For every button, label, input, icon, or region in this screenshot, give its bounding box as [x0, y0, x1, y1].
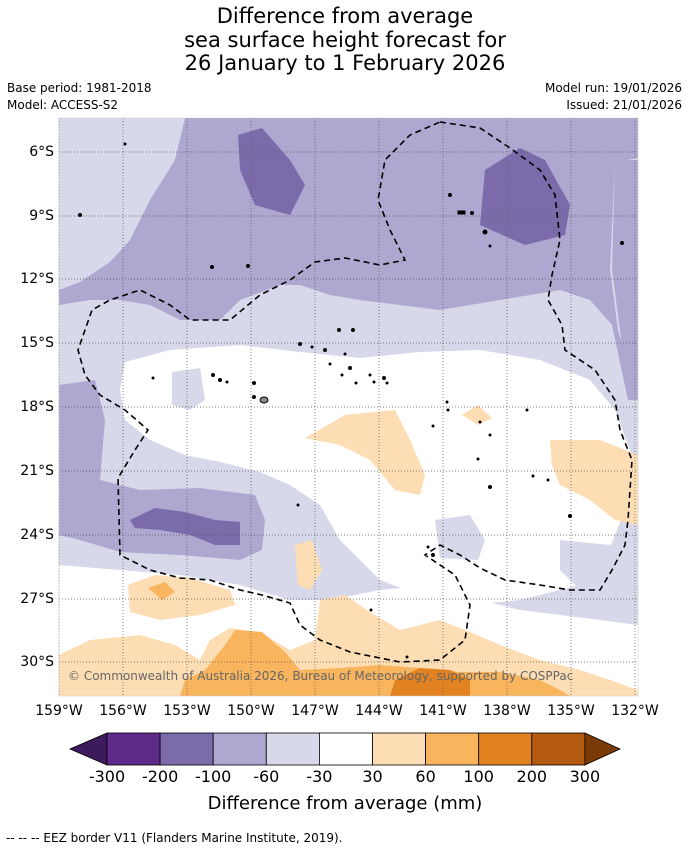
colorbar-extend-low [68, 732, 108, 766]
colorbar-segment [531, 732, 586, 766]
latitude-label: 27°S [20, 591, 54, 607]
anomaly-region-neg-200-north [238, 128, 305, 215]
islands [78, 142, 624, 659]
colorbar-tick-label: -60 [253, 767, 280, 786]
latitude-label: 6°S [29, 144, 54, 160]
longitude-label: 141°W [419, 703, 467, 719]
latitude-label: 30°S [20, 654, 54, 670]
colorbar-tick-label: -100 [195, 767, 232, 786]
anomaly-region-neg-30-small [172, 368, 205, 410]
anomaly-region-pos-60-southwest [148, 582, 175, 600]
issued-date: Issued: 21/01/2026 [566, 98, 682, 112]
anomaly-region-neg-100-west [59, 380, 265, 560]
colorbar-tick-label: 100 [463, 767, 494, 786]
longitude-label: 135°W [547, 703, 595, 719]
longitude-label: 159°W [35, 703, 83, 719]
anomaly-region-pos-30-central [305, 410, 425, 495]
longitude-label: 138°W [483, 703, 531, 719]
map-frame [58, 117, 639, 697]
anomaly-region-neg-30-east [560, 540, 630, 590]
colorbar-segment [106, 732, 161, 766]
longitude-label: 132°W [611, 703, 659, 719]
colorbar-segment [425, 732, 480, 766]
colorbar-segment [159, 732, 214, 766]
colorbar-tick-label: -30 [306, 767, 333, 786]
anomaly-field [59, 118, 638, 696]
eez-legend-text: -- -- -- EEZ border V11 (Flanders Marine… [6, 831, 343, 845]
colorbar-segment [318, 732, 373, 766]
anomaly-region-neg-200-northeast [480, 148, 570, 245]
title-line-3: 26 January to 1 February 2026 [184, 51, 506, 75]
anomaly-region-neg-200-west [130, 508, 240, 545]
colorbar [68, 732, 621, 766]
eez-border [77, 121, 633, 663]
colorbar-tick-label: 300 [569, 767, 601, 786]
longitude-label: 144°W [355, 703, 403, 719]
anomaly-region-pos-30-east [550, 440, 638, 525]
title-line-2: sea surface height forecast for [184, 28, 506, 52]
latitude-label: 15°S [20, 335, 54, 351]
title-line-1: Difference from average [216, 4, 474, 28]
model-name: Model: ACCESS-S2 [7, 98, 119, 112]
colorbar-segment [372, 732, 426, 766]
anomaly-region-pos-60-south [180, 630, 570, 696]
latitude-label: 18°S [20, 399, 54, 415]
anomaly-region-near-average [120, 345, 630, 605]
colorbar-extend-high [584, 732, 621, 766]
anomaly-region-neg-100-east [612, 160, 638, 395]
colorbar-title: Difference from average (mm) [207, 793, 483, 814]
longitude-label: 150°W [227, 703, 275, 719]
colorbar-tick-label: 200 [516, 767, 548, 786]
copyright-text: © Commonwealth of Australia 2026, Bureau… [68, 669, 574, 683]
colorbar-tick-label: 60 [415, 767, 436, 786]
map-gridlines [58, 118, 638, 696]
model-run: Model run: 19/01/2026 [544, 81, 682, 95]
longitude-label: 147°W [291, 703, 339, 719]
anomaly-region-pos-30-small [462, 405, 492, 425]
anomaly-region-pos-100-south [390, 668, 470, 696]
colorbar-segment [212, 732, 267, 766]
latitude-label: 24°S [20, 527, 54, 543]
anomaly-region-neg-30-center [435, 515, 485, 560]
colorbar-tick-label: 30 [362, 767, 383, 786]
longitude-label: 156°W [99, 703, 147, 719]
latitude-label: 21°S [20, 463, 54, 479]
latitude-label: 12°S [20, 271, 54, 287]
latitude-label: 9°S [29, 208, 54, 224]
colorbar-segment [265, 732, 320, 766]
colorbar-segment [478, 732, 533, 766]
longitude-label: 153°W [163, 703, 211, 719]
base-period: Base period: 1981-2018 [7, 81, 152, 95]
colorbar-tick-label: -200 [141, 767, 179, 786]
colorbar-tick-label: -300 [88, 767, 126, 786]
